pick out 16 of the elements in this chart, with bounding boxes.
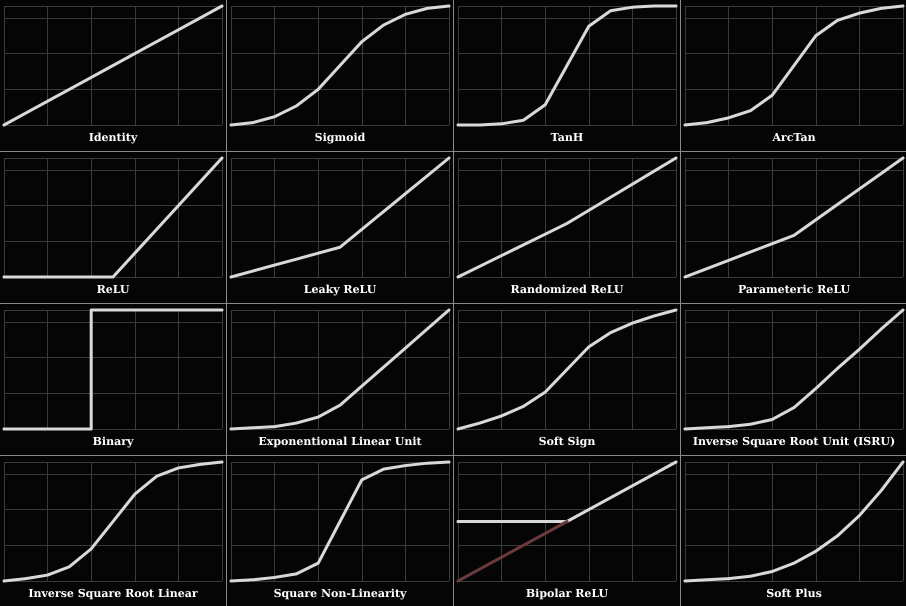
text: Parameteric ReLU [738, 283, 850, 296]
text: Sigmoid [314, 131, 366, 144]
text: Bipolar ReLU [526, 587, 609, 600]
text: Exponentional Linear Unit [258, 435, 423, 448]
text: ReLU [96, 283, 130, 296]
text: Soft Plus [766, 587, 822, 600]
text: Soft Sign [538, 435, 596, 448]
text: Square Non-Linearity [274, 587, 408, 600]
text: Leaky ReLU [304, 283, 377, 296]
text: TanH [550, 131, 584, 144]
text: Identity [88, 131, 138, 144]
text: Inverse Square Root Linear [28, 587, 198, 600]
text: ArcTan [771, 131, 816, 144]
text: Binary [92, 435, 134, 448]
text: Inverse Square Root Unit (ISRU) [692, 435, 896, 448]
text: Randomized ReLU [510, 283, 624, 296]
